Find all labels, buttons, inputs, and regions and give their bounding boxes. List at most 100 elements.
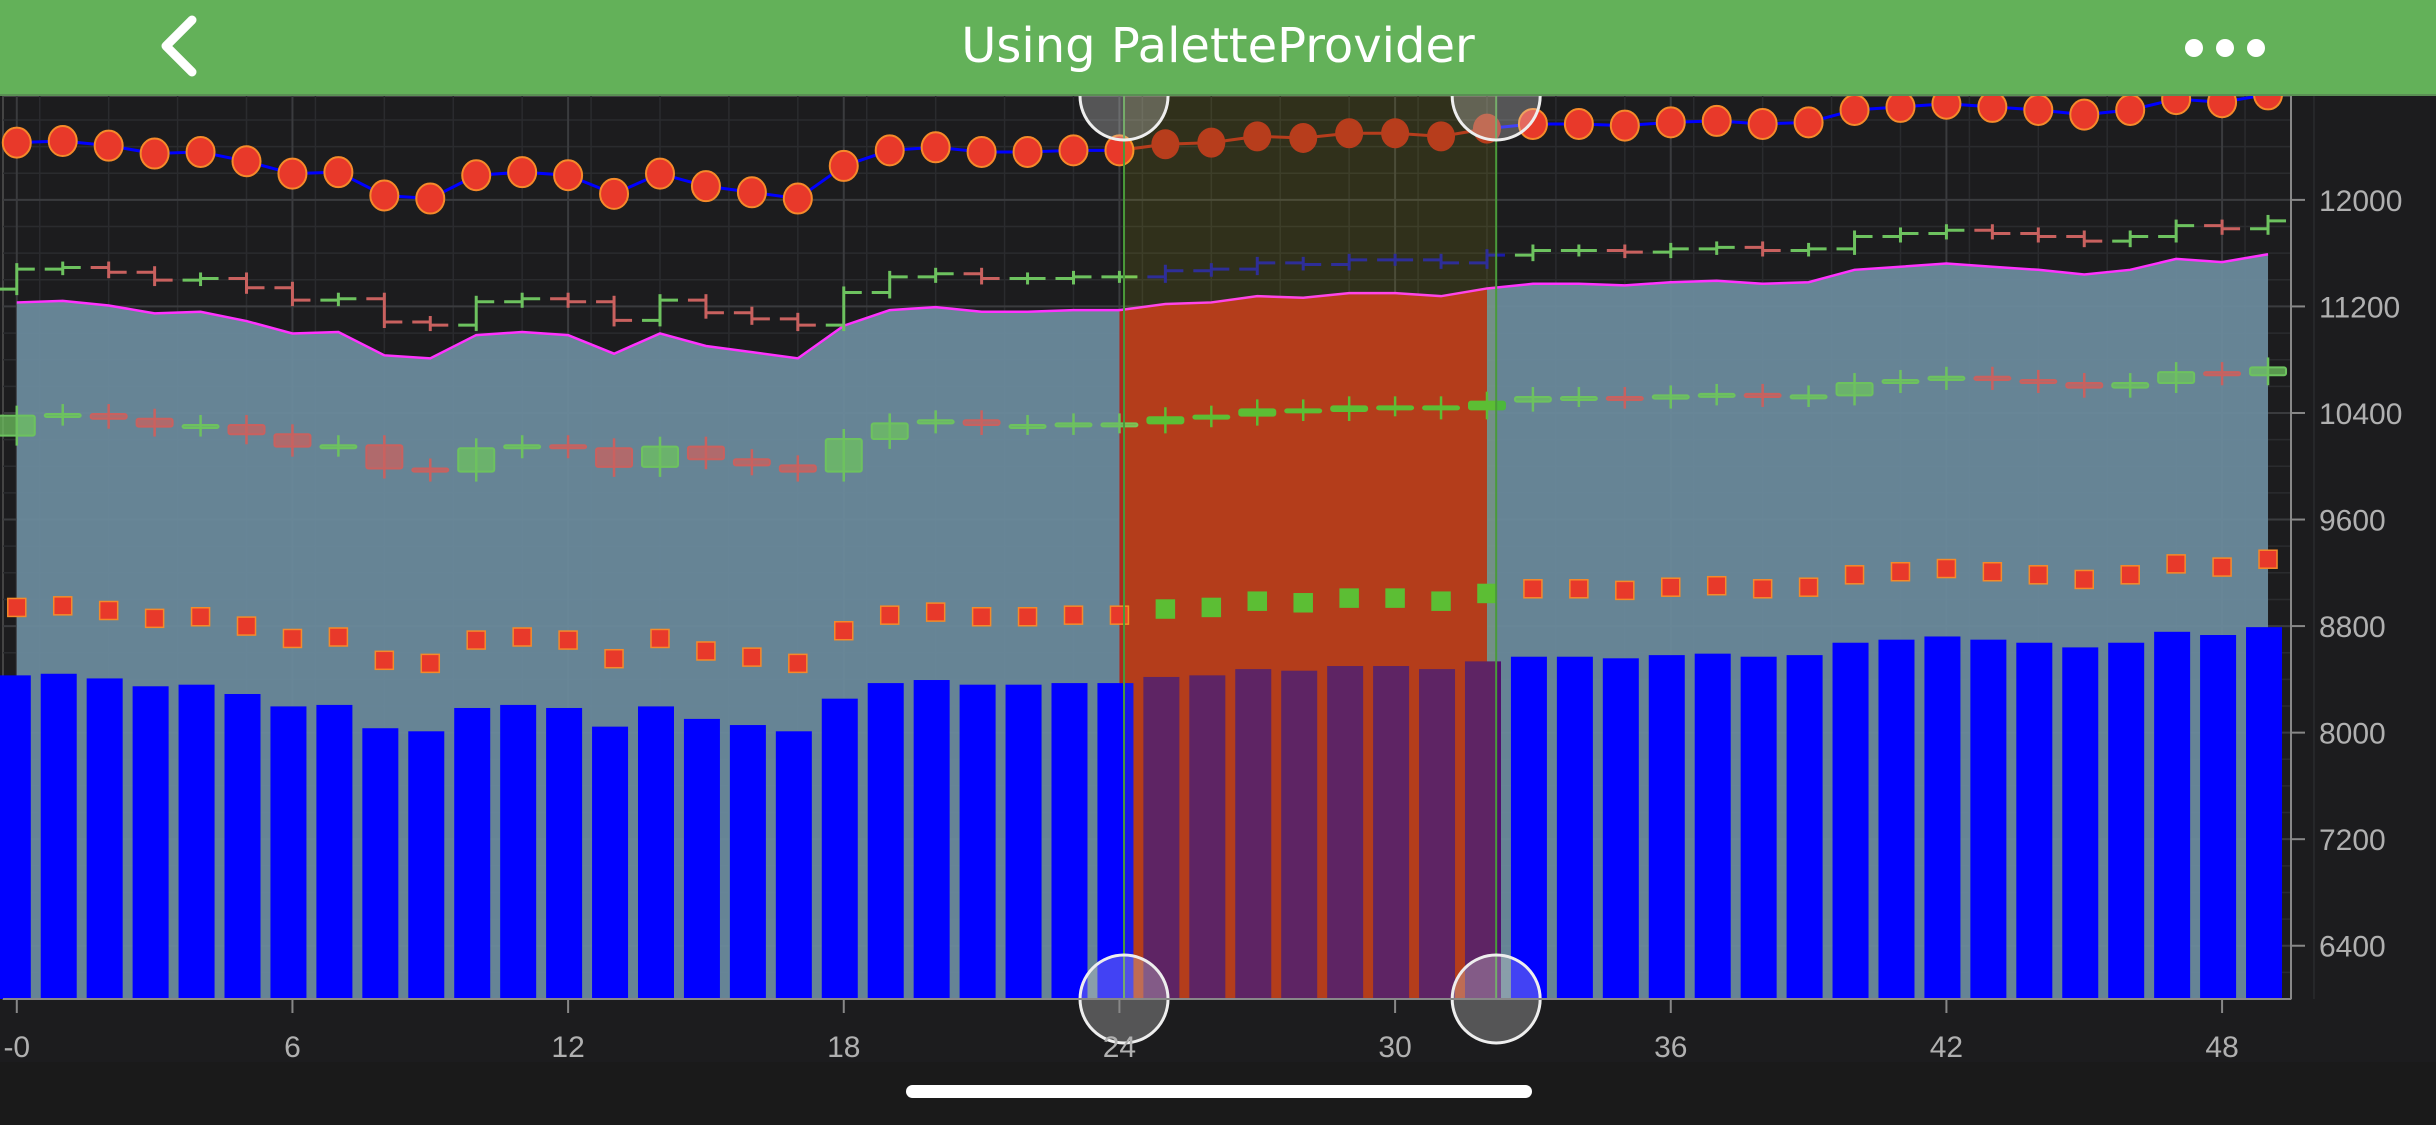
- candlestick: [365, 435, 404, 479]
- y-tick-label: 12000: [2319, 185, 2402, 218]
- column-bar: [1510, 656, 1547, 999]
- candlestick: [1008, 414, 1047, 435]
- ohlc-bar: [1055, 270, 1092, 285]
- candlestick: [273, 424, 312, 457]
- ohlc-bar: [90, 261, 127, 279]
- candlestick: [503, 435, 542, 459]
- line-point: [231, 145, 262, 178]
- column-bar: [40, 673, 77, 999]
- line-point: [2253, 96, 2283, 111]
- candlestick: [1697, 383, 1736, 406]
- candle-body: [2019, 378, 2058, 385]
- box-resize-handle[interactable]: [1078, 96, 1170, 142]
- column-bar: [637, 706, 674, 999]
- candlestick: [227, 414, 266, 445]
- column-bar: [1924, 636, 1961, 999]
- line-point: [1012, 135, 1043, 168]
- scatter-square: [466, 630, 486, 650]
- line-point: [277, 157, 308, 190]
- ohlc-bar: [733, 306, 770, 325]
- ohlc-bar: [1928, 224, 1965, 240]
- candle-body: [1146, 416, 1185, 425]
- box-resize-handle[interactable]: [1450, 96, 1542, 142]
- column-bar: [2016, 642, 2053, 999]
- candle-body: [457, 447, 496, 473]
- scatter-square: [2074, 569, 2095, 590]
- candlestick: [89, 404, 128, 429]
- line-point: [185, 135, 216, 168]
- ellipsis-icon[interactable]: [2180, 30, 2270, 66]
- scatter-square: [1844, 565, 1865, 585]
- candle-body: [1100, 422, 1139, 428]
- candlestick: [1927, 366, 1966, 390]
- y-tick-label: 9600: [2319, 505, 2386, 538]
- column-bar: [0, 675, 31, 999]
- column-bar: [1878, 639, 1915, 999]
- candlestick: [1605, 387, 1644, 409]
- column-bar: [683, 718, 720, 999]
- column-bar: [362, 728, 399, 999]
- scatter-square: [144, 608, 165, 629]
- column-bar: [1281, 670, 1318, 999]
- scatter-square: [1890, 561, 1911, 582]
- line-point: [782, 182, 813, 215]
- column-bar: [1832, 642, 1869, 999]
- line-point: [369, 179, 400, 212]
- line-point: [2069, 98, 2100, 131]
- ohlc-bar: [1606, 244, 1643, 259]
- column-bar: [2062, 647, 2099, 999]
- line-point: [1243, 121, 1272, 152]
- scatter-square: [1752, 579, 1773, 599]
- scatter-square: [2028, 565, 2049, 585]
- candle-body: [135, 417, 174, 428]
- line-point: [1517, 107, 1548, 140]
- candlestick: [1192, 405, 1231, 428]
- candle-body: [181, 423, 220, 429]
- candlestick: [2019, 369, 2058, 394]
- ohlc-bar: [1009, 272, 1046, 285]
- scatter-square: [98, 600, 119, 621]
- column-bar: [959, 684, 996, 999]
- line-point: [599, 177, 630, 210]
- candle-body: [89, 413, 128, 420]
- candle-body: [1697, 392, 1736, 398]
- candlestick: [43, 404, 82, 426]
- line-point: [1563, 107, 1594, 140]
- candlestick: [2203, 362, 2242, 386]
- column-bar: [2246, 627, 2283, 999]
- scatter-square: [1706, 575, 1727, 596]
- candle-body: [2157, 371, 2196, 385]
- candlestick: [2065, 373, 2104, 398]
- scatter-square: [236, 616, 257, 636]
- scatter-square: [1247, 591, 1268, 611]
- line-point: [1839, 96, 1870, 126]
- scatter-square: [374, 650, 395, 671]
- candle-body: [1651, 394, 1690, 400]
- ohlc-bar: [2250, 214, 2287, 235]
- candle-body: [595, 447, 634, 468]
- home-indicator[interactable]: [906, 1085, 1532, 1098]
- chevron-left-icon[interactable]: [150, 14, 210, 78]
- ohlc-bar: [641, 294, 678, 327]
- candle-body: [319, 444, 358, 450]
- candle-body: [2203, 371, 2242, 377]
- candlestick: [1835, 373, 1874, 406]
- column-bar: [867, 683, 904, 999]
- scatter-square: [604, 648, 624, 669]
- y-tick-label: 8800: [2319, 611, 2386, 644]
- candle-body: [1054, 422, 1093, 428]
- column-bar: [1602, 658, 1639, 999]
- x-tick-label: 36: [1654, 1031, 1687, 1062]
- candlestick: [135, 408, 174, 437]
- candle-body: [1284, 408, 1323, 414]
- ohlc-bar: [1331, 253, 1368, 271]
- scatter-square: [1201, 597, 1222, 618]
- line-point: [1793, 106, 1824, 139]
- line-point: [1197, 127, 1226, 158]
- candlestick: [962, 410, 1001, 435]
- scatter-square: [1523, 579, 1543, 599]
- candle-body: [1835, 382, 1874, 397]
- line-point: [323, 156, 354, 189]
- ohlc-bar: [366, 292, 403, 329]
- chart[interactable]: -0 6 12 18 24 30 36 42 48 6400 7200 8000 8800 9600 104…: [0, 96, 2436, 1062]
